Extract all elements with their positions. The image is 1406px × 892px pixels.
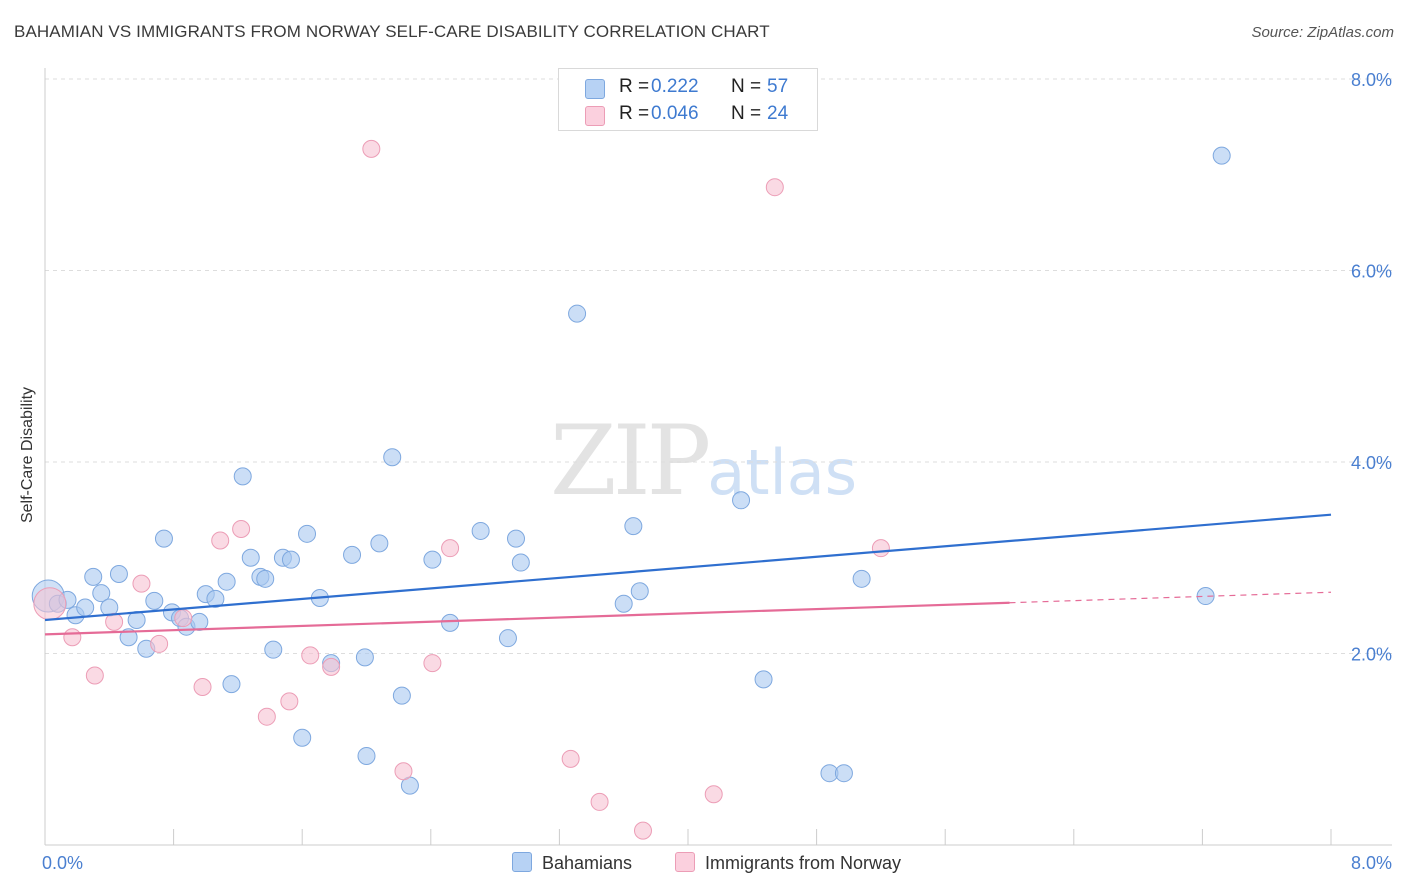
bahamians-point (119, 628, 138, 647)
bahamians-point (76, 598, 95, 617)
bahamians-point (441, 613, 460, 632)
watermark-zip: ZIP (550, 405, 711, 517)
legend-n-value: 24 (767, 103, 789, 124)
norway-point (193, 678, 212, 697)
legend-r-value: 0.046 (651, 103, 699, 124)
legend-n-value: 57 (767, 76, 789, 97)
legend-n-label: N = (731, 103, 762, 124)
correlation-legend: R = 0.222 N = 57 R = 0.046 N = 24 (558, 68, 818, 131)
bahamians-point (834, 764, 853, 783)
norway-trendline-extension (1009, 591, 1332, 604)
bahamians-point (357, 746, 376, 765)
norway-point (362, 139, 381, 158)
bahamians-point (852, 569, 871, 588)
norway-point (590, 792, 609, 811)
bahamians-point (206, 589, 225, 608)
bottom-legend-bahamians: Bahamians (512, 852, 632, 874)
bottom-legend-swatch-bahamians (512, 852, 532, 872)
bottom-legend-norway: Immigrants from Norway (675, 852, 901, 874)
norway-point (441, 539, 460, 558)
norway-point (85, 666, 104, 685)
bahamians-point (298, 524, 317, 543)
bahamians-point (732, 491, 751, 510)
bahamians-point (511, 553, 530, 572)
norway-point (211, 531, 230, 550)
bahamians-point (624, 517, 643, 536)
bottom-legend-swatch-norway (675, 852, 695, 872)
watermark-atlas: atlas (707, 436, 858, 509)
bahamians-point (754, 670, 773, 689)
norway-point (150, 634, 169, 653)
bahamians-point (614, 594, 633, 613)
bahamians-point (568, 304, 587, 323)
legend-r-label: R = (619, 103, 650, 124)
bahamians-point (222, 675, 241, 694)
legend-swatch-bahamians (585, 79, 605, 99)
norway-point (561, 749, 580, 768)
bahamians-point (370, 534, 389, 553)
bottom-legend-label: Immigrants from Norway (705, 853, 902, 873)
norway-point (704, 785, 723, 804)
norway-point (765, 178, 784, 197)
source-credit: Source: ZipAtlas.com (1251, 24, 1394, 41)
bahamians-point (92, 584, 111, 603)
norway-point (132, 574, 151, 593)
legend-r-value: 0.222 (651, 76, 699, 97)
legend-n-label: N = (731, 76, 762, 97)
bahamians-point (392, 686, 411, 705)
bottom-legend-label: Bahamians (542, 853, 633, 873)
legend-swatch-norway (585, 106, 605, 126)
norway-point (322, 657, 341, 676)
bahamians-trendline (44, 513, 1332, 622)
y-tick-label: 8.0% (1351, 70, 1392, 90)
y-tick-label: 6.0% (1351, 262, 1392, 282)
norway-trendline (44, 601, 1010, 636)
norway-point (394, 762, 413, 781)
bahamians-point (355, 648, 374, 667)
bahamians-point (264, 640, 283, 659)
bahamians-point (383, 448, 402, 467)
bahamians-point (423, 550, 442, 569)
bahamians-point (217, 572, 236, 591)
norway-point (232, 520, 251, 539)
norway-point (301, 646, 320, 665)
norway-point (105, 612, 124, 631)
norway-point (280, 692, 299, 711)
bahamians-point (498, 629, 517, 648)
norway-point (871, 539, 890, 558)
bahamians-point (293, 728, 312, 747)
bahamians-point (109, 565, 128, 584)
legend-r-label: R = (619, 76, 650, 97)
y-tick-label: 4.0% (1351, 453, 1392, 473)
bahamians-point (1212, 146, 1231, 165)
norway-point (33, 587, 67, 621)
norway-point (423, 654, 442, 673)
norway-point (257, 707, 276, 726)
bahamians-point (190, 612, 209, 631)
y-tick-label: 2.0% (1351, 645, 1392, 665)
bahamians-point (145, 591, 164, 610)
norway-point (174, 609, 193, 628)
bahamians-point (506, 529, 525, 548)
bahamians-point (281, 550, 300, 569)
chart-title: BAHAMIAN VS IMMIGRANTS FROM NORWAY SELF-… (14, 22, 770, 41)
bahamians-point (256, 569, 275, 588)
bahamians-point (630, 582, 649, 601)
norway-point (633, 821, 652, 840)
bahamians-point (241, 548, 260, 567)
bahamians-point (343, 545, 362, 564)
watermark: ZIPatlas (550, 405, 857, 517)
x-tick-label: 8.0% (1351, 853, 1392, 873)
bahamians-point (84, 567, 103, 586)
bahamians-point (233, 467, 252, 486)
bahamians-point (154, 529, 173, 548)
norway-point (63, 628, 82, 647)
bahamians-point (471, 521, 490, 540)
x-tick-label: 0.0% (42, 853, 83, 873)
